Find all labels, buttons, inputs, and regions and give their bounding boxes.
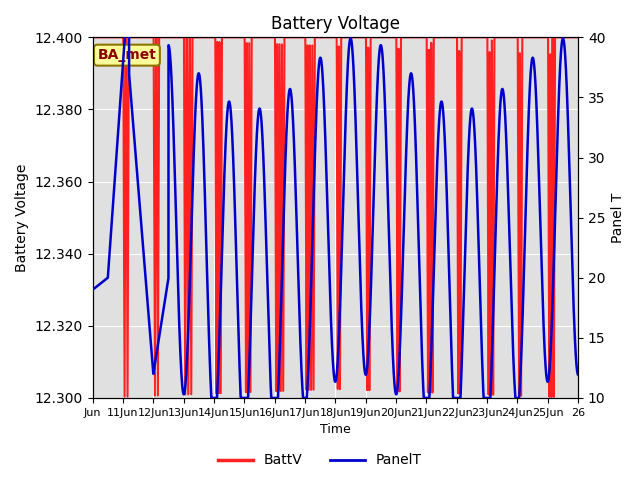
Y-axis label: Battery Voltage: Battery Voltage (15, 164, 29, 272)
Title: Battery Voltage: Battery Voltage (271, 15, 400, 33)
Text: BA_met: BA_met (97, 48, 156, 62)
X-axis label: Time: Time (320, 423, 351, 436)
Legend: BattV, PanelT: BattV, PanelT (212, 448, 428, 473)
Y-axis label: Panel T: Panel T (611, 192, 625, 243)
